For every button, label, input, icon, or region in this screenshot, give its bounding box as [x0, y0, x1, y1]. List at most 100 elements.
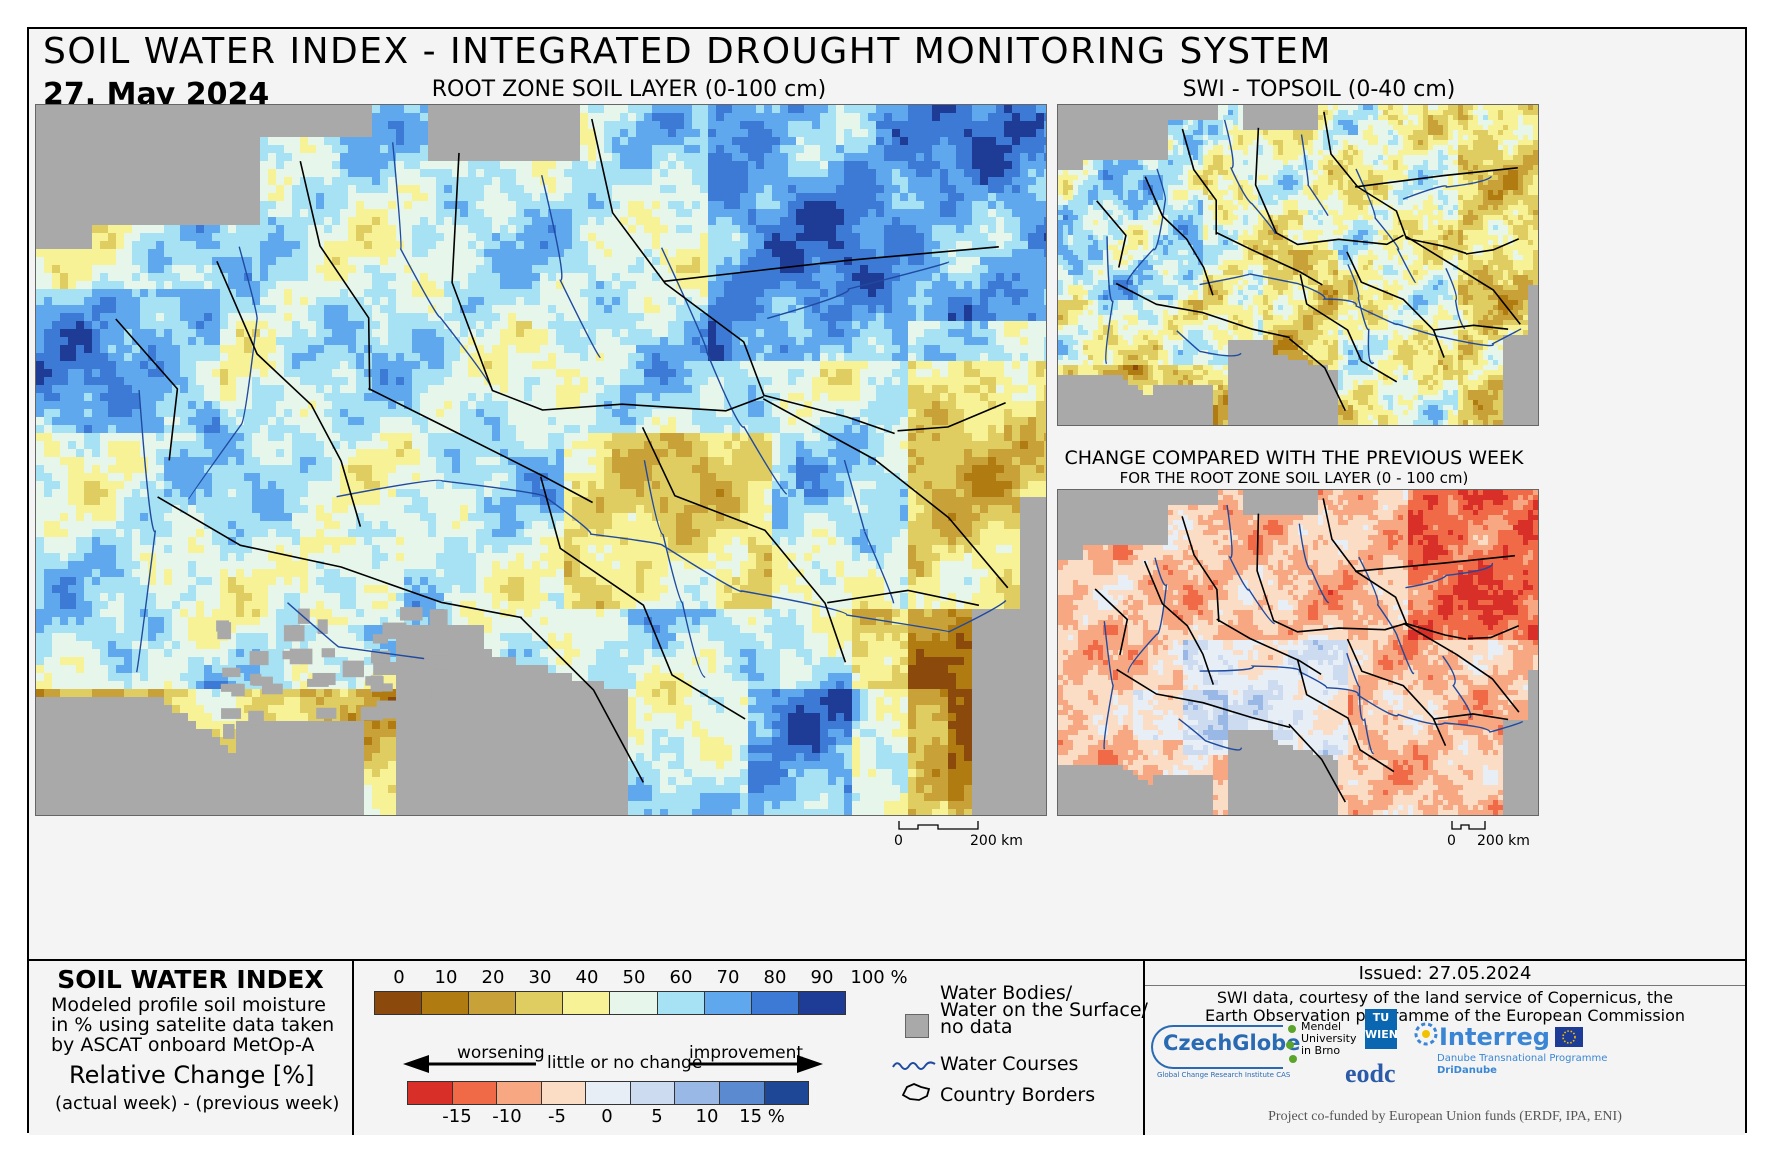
swi-tick-label: 80 — [750, 967, 800, 988]
czechglobe-logo-text: CzechGlobe — [1163, 1031, 1300, 1055]
swi-color-swatch — [704, 992, 752, 1014]
swi-color-swatch — [469, 992, 517, 1014]
swi-tick-label: 90 — [797, 967, 847, 988]
map-raster — [1058, 490, 1538, 815]
relative-change-title: Relative Change [%] — [69, 1061, 314, 1089]
czechglobe-subtitle: Global Change Research Institute CAS — [1157, 1071, 1290, 1079]
swi-description-line: Modeled profile soil moisture — [51, 995, 334, 1015]
country-borders — [115, 118, 1009, 783]
country-border-symbol — [901, 1083, 931, 1101]
swi-color-bar — [374, 991, 846, 1015]
tuwien-logo: TU WIEN — [1365, 1009, 1398, 1049]
water-courses-label: Water Courses — [940, 1053, 1078, 1075]
change-tick-label: -10 — [482, 1106, 532, 1127]
scale-main-zero: 0 — [894, 833, 903, 849]
change-tick-label: 0 — [582, 1106, 632, 1127]
relative-change-description: (actual week) - (previous week) — [55, 1093, 339, 1114]
map-raster — [1058, 105, 1538, 425]
swi-tick-label: 70 — [703, 967, 753, 988]
swi-description-line: in % using satelite data taken — [51, 1015, 334, 1035]
scale-bar-main-graphic — [898, 821, 979, 830]
change-tick-labels: -15 -10 -5 0 5 10 15 % — [407, 1106, 827, 1130]
swi-description: Modeled profile soil moisture in % using… — [51, 995, 334, 1055]
no-data-patches — [216, 607, 453, 740]
swi-tick-label: 20 — [468, 967, 518, 988]
eu-flag-stars — [1562, 1030, 1576, 1044]
change-color-swatch — [586, 1082, 631, 1104]
water-courses — [135, 142, 1007, 678]
swi-tick-label: 40 — [562, 967, 612, 988]
improvement-label: improvement — [689, 1043, 803, 1063]
change-map-subtitle: FOR THE ROOT ZONE SOIL LAYER (0 - 100 cm… — [1051, 469, 1537, 487]
scale-main-distance: 200 km — [970, 833, 1023, 849]
issued-row: Issued: 27.05.2024 — [1145, 961, 1745, 986]
change-map-title: CHANGE COMPARED WITH THE PREVIOUS WEEK — [1051, 447, 1537, 469]
swi-color-swatch — [657, 992, 705, 1014]
interreg-project: DriDanube — [1437, 1065, 1497, 1076]
eu-flag-icon — [1555, 1027, 1583, 1047]
change-color-swatch — [630, 1082, 676, 1104]
issued-date: Issued: 27.05.2024 — [1145, 963, 1745, 984]
change-tick-label: 10 — [682, 1106, 732, 1127]
cofunded-note: Project co-funded by European Union fund… — [1145, 1109, 1745, 1125]
water-bodies-label: Water Bodies/ Water on the Surface/ no d… — [940, 984, 1148, 1037]
swi-color-swatch — [516, 992, 564, 1014]
swi-description-line: by ASCAT onboard MetOp-A — [51, 1035, 334, 1055]
mendel-logo-graphic — [1286, 1025, 1297, 1063]
change-tick-label: -5 — [532, 1106, 582, 1127]
water-courses — [1103, 504, 1524, 754]
change-color-swatch — [764, 1082, 809, 1104]
czechglobe-logo: CzechGlobe — [1151, 1025, 1300, 1069]
change-tick-label: 15 % — [732, 1106, 792, 1127]
main-title: SOIL WATER INDEX - INTEGRATED DROUGHT MO… — [43, 31, 1332, 72]
swi-color-swatch — [751, 992, 799, 1014]
change-tick-label: -15 — [432, 1106, 482, 1127]
eodc-logo: eodc — [1345, 1059, 1396, 1089]
water-courses — [1105, 119, 1522, 365]
change-color-swatch — [452, 1082, 498, 1104]
swi-color-swatch — [375, 992, 423, 1014]
change-color-bar — [407, 1081, 809, 1105]
data-credit: SWI data, courtesy of the land service o… — [1145, 989, 1745, 1025]
root-zone-swi-map — [35, 104, 1047, 816]
weekly-change-map — [1057, 489, 1539, 816]
swi-tick-label: 60 — [656, 967, 706, 988]
change-color-swatch — [497, 1082, 542, 1104]
swi-tick-label: 10 — [421, 967, 471, 988]
map-raster — [36, 105, 1046, 815]
mendel-logo-mark — [1285, 1023, 1299, 1065]
swi-tick-label: 30 — [515, 967, 565, 988]
data-credit-line: Earth Observation programme of the Europ… — [1145, 1007, 1745, 1025]
change-color-swatch — [719, 1082, 765, 1104]
scale-change-zero: 0 — [1447, 833, 1456, 849]
topsoil-map-title: SWI - TOPSOIL (0-40 cm) — [1169, 77, 1469, 102]
country-borders — [1096, 111, 1521, 412]
swi-tick-label: 50 — [609, 967, 659, 988]
swi-tick-label: 100 % — [844, 967, 914, 988]
swi-color-swatch — [798, 992, 845, 1014]
scale-bar-change: 0 200 km — [1447, 819, 1537, 853]
topsoil-swi-map — [1057, 104, 1539, 426]
swi-legend-title: SOIL WATER INDEX — [29, 965, 352, 994]
water-bodies-swatch — [905, 1014, 929, 1038]
little-change-label: little or no change — [547, 1053, 702, 1073]
water-course-symbol — [892, 1061, 936, 1070]
interreg-logo: Interreg — [1439, 1023, 1550, 1051]
country-borders-label: Country Borders — [940, 1084, 1095, 1106]
scale-bar-main: 0 200 km — [894, 819, 1034, 853]
interreg-subtitle: Danube Transnational Programme — [1437, 1053, 1607, 1064]
change-arrow-graphic — [403, 1055, 823, 1073]
swi-color-swatch — [610, 992, 658, 1014]
map-frame: SOIL WATER INDEX - INTEGRATED DROUGHT MO… — [27, 27, 1747, 1135]
scale-change-distance: 200 km — [1477, 833, 1530, 849]
country-borders — [1094, 498, 1520, 803]
scale-bar-change-graphic — [1451, 821, 1486, 830]
swi-color-swatch — [422, 992, 470, 1014]
change-tick-label: 5 — [632, 1106, 682, 1127]
swi-tick-label: 0 — [374, 967, 424, 988]
swi-color-swatch — [563, 992, 611, 1014]
root-zone-map-title: ROOT ZONE SOIL LAYER (0-100 cm) — [429, 77, 829, 102]
weekly-change-map-graphic — [1058, 490, 1538, 815]
worsening-label: worsening — [457, 1043, 545, 1063]
legend-divider — [352, 961, 354, 1135]
